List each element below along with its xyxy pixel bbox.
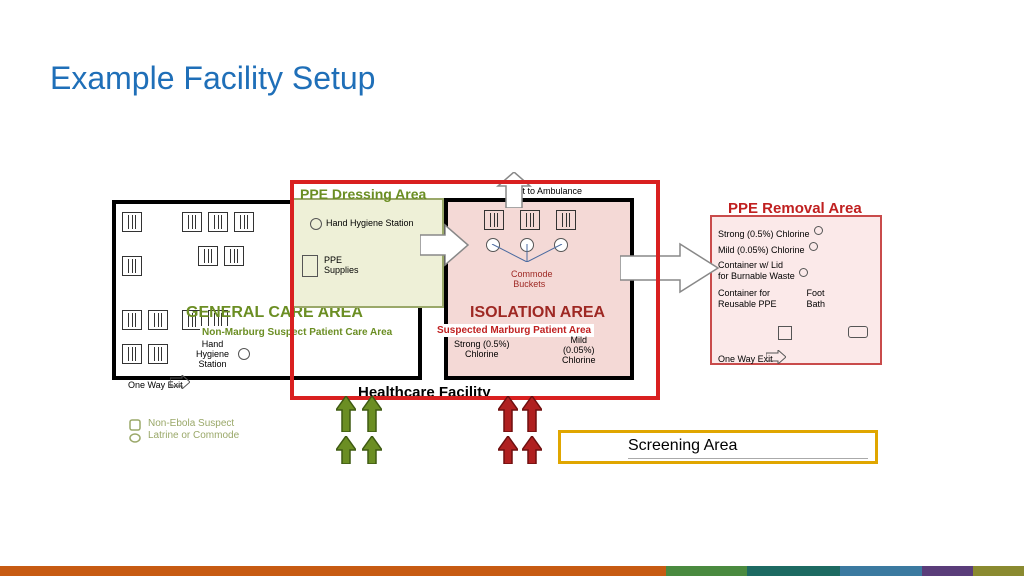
commode-label: Commode Buckets [506, 260, 553, 290]
arrow-dressing-to-isolation [420, 220, 470, 270]
iso-bed [556, 210, 576, 230]
arrow-exit-top [494, 172, 534, 208]
ppe-removal-items: Strong (0.5%) Chlorine Mild (0.05%) Chlo… [718, 228, 825, 310]
exit-arrow-icon [170, 375, 190, 389]
iso-mild: Mild (0.05%) Chlorine [562, 336, 596, 366]
reusable-ppe-icon [778, 326, 792, 340]
removal-exit: One Way Exit [718, 354, 773, 364]
ppe-supplies-box [302, 255, 318, 277]
latrine-icon [128, 418, 142, 444]
ppe-supplies-label: PPE Supplies [324, 256, 359, 276]
footbath-icon [848, 326, 868, 338]
ppe-removal-title: PPE Removal Area [728, 200, 862, 217]
title-text: Example Facility Setup [50, 60, 375, 96]
general-care-subtitle: Non-Marburg Suspect Patient Care Area [200, 326, 394, 339]
iso-bed [484, 210, 504, 230]
dressing-hygiene-label: Hand Hygiene Station [326, 218, 414, 228]
dressing-hygiene-icon [310, 218, 322, 230]
footer-stripe [0, 566, 1024, 576]
removal-exit-arrow [766, 350, 786, 364]
ppe-dressing-title: PPE Dressing Area [300, 186, 426, 202]
isolation-title: ISOLATION AREA [470, 304, 605, 322]
arrow-isolation-to-removal [620, 238, 720, 298]
general-hand-hygiene: Hand Hygiene Station [196, 340, 229, 370]
iso-strong: Strong (0.5%) Chlorine [454, 340, 510, 360]
screening-underline [628, 458, 868, 459]
legend: Non-Ebola Suspect Latrine or Commode [128, 418, 239, 444]
screening-label: Screening Area [628, 437, 737, 455]
iso-bed [520, 210, 540, 230]
hygiene-icon [238, 348, 250, 360]
page-title: Example Facility Setup [50, 60, 375, 97]
